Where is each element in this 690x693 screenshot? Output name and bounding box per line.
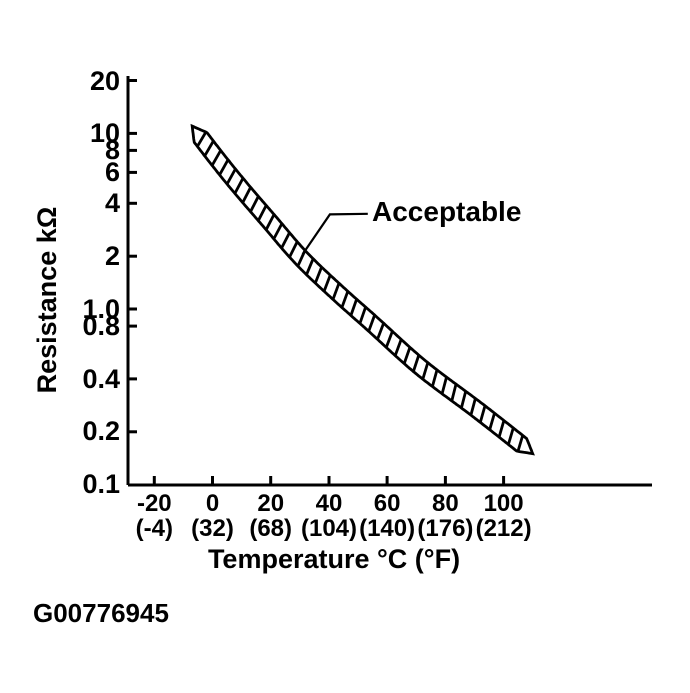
svg-text:0: 0 (206, 490, 219, 517)
svg-text:0.2: 0.2 (82, 416, 120, 446)
svg-text:Acceptable: Acceptable (372, 196, 521, 227)
svg-text:0.1: 0.1 (82, 469, 120, 499)
svg-text:-20: -20 (137, 490, 172, 517)
svg-text:4: 4 (105, 188, 120, 218)
svg-text:(104): (104) (301, 515, 357, 542)
svg-text:40: 40 (316, 490, 343, 517)
svg-text:0.4: 0.4 (82, 364, 120, 394)
svg-text:100: 100 (484, 490, 524, 517)
svg-text:0.8: 0.8 (82, 311, 120, 341)
svg-text:(32): (32) (191, 515, 234, 542)
svg-text:60: 60 (374, 490, 401, 517)
svg-text:80: 80 (432, 490, 459, 517)
svg-text:G00776945: G00776945 (33, 598, 169, 628)
svg-text:20: 20 (90, 66, 120, 96)
svg-text:Temperature °C (°F): Temperature °C (°F) (208, 544, 460, 574)
svg-text:(68): (68) (249, 515, 292, 542)
svg-text:(176): (176) (417, 515, 473, 542)
svg-text:(-4): (-4) (136, 515, 173, 542)
svg-text:(140): (140) (359, 515, 415, 542)
svg-text:Resistance kΩ: Resistance kΩ (32, 207, 62, 394)
svg-text:6: 6 (105, 157, 120, 187)
svg-text:20: 20 (257, 490, 284, 517)
svg-text:2: 2 (105, 241, 120, 271)
svg-text:(212): (212) (476, 515, 532, 542)
